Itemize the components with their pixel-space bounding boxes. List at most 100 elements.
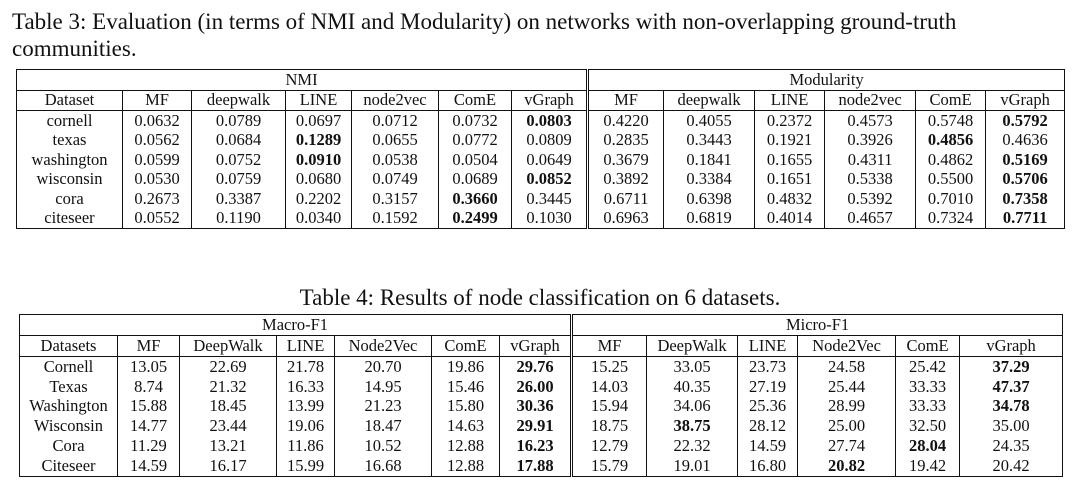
table-cell: 14.95	[334, 376, 432, 397]
dataset-name-cell: Wisconsin	[34, 416, 103, 436]
table-cell: 16.33	[276, 376, 335, 397]
table-cell: 15.25	[570, 356, 647, 377]
table-cell: 13.05	[117, 356, 180, 377]
table-cell: 19.01	[646, 456, 738, 477]
table-cell: 0.1592	[351, 208, 439, 229]
table-cell: 15.79	[570, 456, 647, 477]
table-cell: 18.45	[179, 396, 277, 417]
table-cell: 38.75	[646, 416, 738, 437]
table-cell: 0.4856	[915, 130, 986, 151]
table-cell: 14.77	[117, 416, 180, 437]
table-cell: 0.6398	[663, 189, 755, 209]
table-cell: 0.0772	[438, 130, 512, 151]
table4: Macro-F1 Micro-F1 Datasets MF DeepWalk LINE…	[19, 314, 1064, 477]
column-header: Node2Vec	[797, 335, 896, 357]
table-cell: 28.04	[895, 436, 960, 457]
table-cell: 0.0732	[438, 110, 512, 131]
table-cell: 24.58	[797, 356, 896, 377]
table-cell: 0.2372	[754, 110, 825, 131]
table-cell: 28.12	[737, 416, 798, 437]
table-cell: 0.0749	[351, 169, 439, 189]
table-row: texas 0.0562 0.0684 0.1289 0.0655 0.0772 0.080…	[17, 130, 1065, 151]
table-cell: 21.32	[179, 376, 277, 397]
table-cell: 0.1921	[754, 130, 825, 151]
table3-column-header: Dataset MF deepwalk LINE node2vec ComE vGraph M…	[16, 90, 1065, 111]
table-cell: 0.0852	[510, 169, 588, 189]
table-cell: 21.78	[276, 356, 335, 377]
column-header: deepwalk	[663, 90, 755, 111]
group-header-nmi: NMI	[285, 69, 318, 89]
table-cell: 0.2499	[438, 208, 512, 229]
column-header: vGraph	[959, 335, 1063, 357]
table4-group-header: Macro-F1 Micro-F1	[19, 314, 1063, 336]
table-cell: 0.0680	[285, 169, 352, 189]
table-cell: 24.35	[959, 436, 1063, 457]
table-cell: 0.5392	[824, 189, 916, 209]
table-cell: 0.0759	[191, 169, 286, 189]
table-row: Cornell 13.05 22.69 21.78 20.70 19.86 29.76 15.…	[20, 356, 1063, 377]
table-cell: 0.4014	[754, 208, 825, 229]
table-cell: 0.1655	[754, 150, 825, 170]
column-header: vGraph	[510, 90, 588, 111]
dataset-name-cell: citeseer	[44, 208, 95, 228]
table-cell: 0.6711	[586, 189, 664, 209]
table-cell: 0.5792	[985, 110, 1065, 131]
table-cell: 0.1289	[285, 130, 352, 151]
dataset-name-cell: cornell	[46, 110, 93, 130]
table-cell: 0.0538	[351, 150, 439, 170]
group-header-micro-f1: Micro-F1	[570, 314, 1063, 336]
table-cell: 0.4636	[985, 130, 1065, 151]
table-cell: 0.5500	[915, 169, 986, 189]
table-cell: 0.3892	[586, 169, 664, 189]
column-header: ComE	[431, 335, 500, 357]
column-header: deepwalk	[191, 90, 286, 111]
table-cell: 0.0655	[351, 130, 439, 151]
table-cell: 0.7358	[985, 189, 1065, 209]
table-cell: 0.1030	[510, 208, 588, 229]
table-cell: 0.0789	[191, 110, 286, 131]
table-cell: 12.88	[431, 436, 500, 457]
table-cell: 22.32	[646, 436, 738, 457]
table-cell: 0.0689	[438, 169, 512, 189]
table-cell: 27.74	[797, 436, 896, 457]
table-cell: 22.69	[179, 356, 277, 377]
table-cell: 17.88	[498, 456, 572, 477]
table-cell: 15.99	[276, 456, 335, 477]
table-row: Citeseer 14.59 16.17 15.99 16.68 12.88 17.88 15…	[19, 456, 1063, 477]
table3-body: cornell 0.0632 0.0789 0.0697 0.0712 0.0732 0.0…	[16, 110, 1065, 229]
table-cell: 33.05	[646, 356, 738, 377]
table-cell: 0.0803	[510, 110, 588, 131]
dataset-name-cell: Texas	[49, 376, 88, 396]
table-cell: 0.6819	[663, 208, 755, 229]
table-cell: 29.91	[498, 416, 572, 437]
column-header: MF	[586, 90, 664, 111]
table-cell: 8.74	[117, 376, 180, 397]
table-cell: 19.42	[895, 456, 960, 477]
table-cell: 0.3660	[438, 189, 512, 209]
table-cell: 34.78	[959, 396, 1063, 417]
table-cell: 37.29	[959, 356, 1063, 377]
table-row: cornell 0.0632 0.0789 0.0697 0.0712 0.0732 0.0…	[17, 110, 1065, 131]
column-header: vGraph	[498, 335, 572, 357]
table-cell: 0.4220	[586, 110, 664, 131]
table-cell: 0.4311	[824, 150, 916, 170]
table-cell: 29.76	[498, 356, 572, 377]
table3-caption: Table 3: Evaluation (in terms of NMI and…	[12, 9, 957, 61]
table-cell: 0.0697	[285, 110, 352, 131]
dataset-name-cell: wisconsin	[36, 169, 103, 189]
table-cell: 14.03	[570, 376, 647, 397]
table-row: Cora 11.29 13.21 11.86 10.52 12.88 16.23 12.79 2…	[20, 436, 1063, 457]
dataset-name-cell: Cornell	[43, 356, 94, 376]
table-cell: 0.5706	[985, 169, 1065, 189]
table-row: Washington 15.88 18.45 13.99 21.23 15.80 30.36…	[20, 396, 1063, 417]
table-cell: 34.06	[646, 396, 738, 417]
column-header: Datasets	[40, 335, 97, 355]
table-cell: 11.29	[117, 436, 180, 457]
column-header: ComE	[895, 335, 960, 357]
column-header: Node2Vec	[334, 335, 432, 357]
table-cell: 21.23	[334, 396, 432, 417]
table-cell: 0.7324	[915, 208, 986, 229]
group-header-modularity: Modularity	[586, 69, 1065, 91]
table-cell: 0.3157	[351, 189, 439, 209]
table-cell: 27.19	[737, 376, 798, 397]
